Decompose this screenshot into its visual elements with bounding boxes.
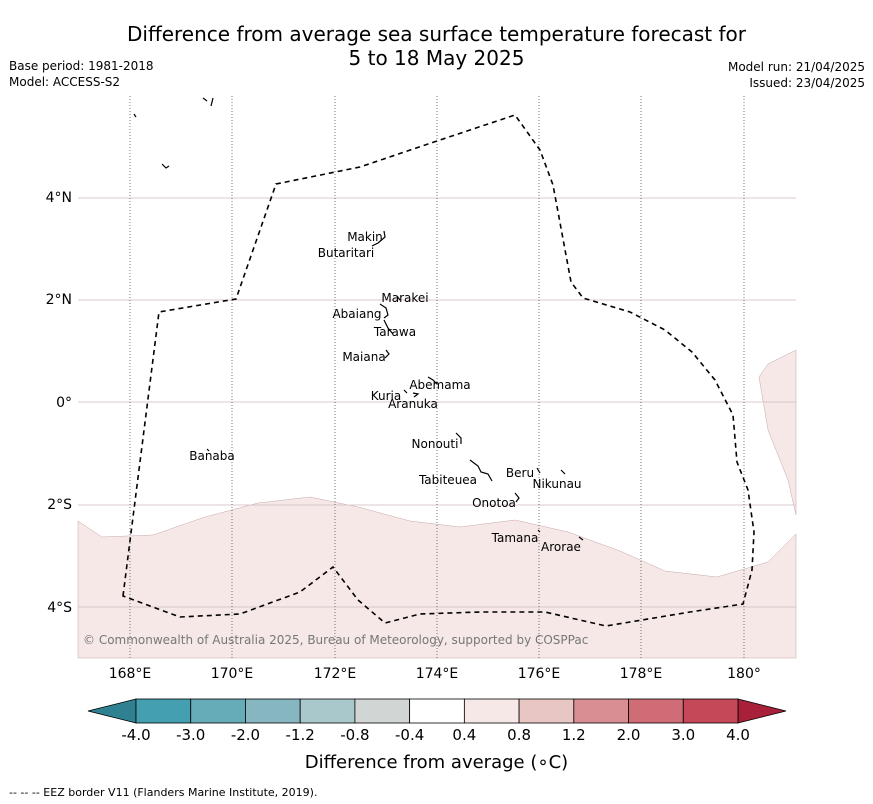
island-label-tarawa: Tarawa	[373, 325, 416, 339]
lat-label-2s: 2°S	[47, 497, 72, 513]
island-label-tamana: Tamana	[491, 531, 539, 545]
eez-border	[122, 114, 755, 627]
island-label-butaritari: Butaritari	[318, 246, 375, 260]
model-run: Model run: 21/04/2025	[727, 60, 865, 74]
base-period: Base period: 1981-2018	[9, 59, 154, 73]
island-label-abemama: Abemama	[409, 378, 470, 392]
meta-right: Model run: 21/04/2025 Issued: 23/04/2025	[728, 59, 865, 91]
colorbar-segment	[299, 698, 356, 724]
latitude-labels: 4°N 2°N 0° 2°S 4°S	[46, 190, 73, 616]
colorbar-tick-label: -2.0	[231, 726, 260, 744]
colorbar-tick-label: -3.0	[176, 726, 205, 744]
lon-label-180: 180°	[727, 666, 761, 682]
island-abemama-shape	[427, 376, 438, 385]
island-abaiang-shape	[379, 303, 389, 319]
colorbar-tick-label: 2.0	[617, 726, 641, 744]
colorbar-segment	[682, 698, 739, 724]
longitude-gridlines	[129, 96, 745, 658]
island-label-kuria: Kuria	[371, 389, 402, 403]
anomaly-region-south	[77, 496, 797, 659]
title-line-2: 5 to 18 May 2025	[348, 46, 525, 70]
title-line-1: Difference from average sea surface temp…	[126, 22, 746, 46]
lon-label-178e: 178°E	[620, 666, 663, 682]
colorbar-segment	[628, 698, 684, 724]
island-nikunau-shape	[560, 469, 566, 475]
island-label-maiana: Maiana	[342, 350, 385, 364]
colorbar-tick-label: -1.2	[286, 726, 315, 744]
island-onotoa-shape	[514, 492, 520, 503]
lon-label-170e: 170°E	[211, 666, 254, 682]
island-label-aranuka: Aranuka	[388, 397, 438, 411]
island-tarawa-shape	[383, 319, 394, 335]
island-label-tabiteuea: Tabiteuea	[418, 473, 477, 487]
island-tamana-shape	[537, 529, 541, 533]
lat-label-4s: 4°S	[47, 600, 72, 616]
island-maiana-shape	[384, 349, 390, 359]
copyright-text: © Commonwealth of Australia 2025, Bureau…	[83, 633, 588, 647]
island-north-1-shape	[202, 97, 208, 102]
colorbar: -4.0 -3.0 -2.0 -1.2 -0.8 -0.4 0.4 0.8 1.2 2.0 3.0 4…	[87, 698, 787, 744]
lon-label-176e: 176°E	[518, 666, 561, 682]
island-label-abaiang: Abaiang	[332, 307, 381, 321]
lon-label-168e: 168°E	[109, 666, 152, 682]
colorbar-tick-label: -0.4	[395, 726, 424, 744]
island-makin-shape	[371, 230, 386, 247]
island-label-nikunau: Nikunau	[532, 477, 581, 491]
lon-label-172e: 172°E	[314, 666, 357, 682]
colorbar-tick-label: 3.0	[671, 726, 695, 744]
map-title: Difference from average sea surface temp…	[0, 22, 873, 70]
eez-footnote: -- -- -- EEZ border V11 (Flanders Marine…	[9, 786, 318, 799]
island-label-marakei: Marakei	[381, 291, 428, 305]
island-marakei-shape	[396, 295, 401, 301]
island-arorae-shape	[578, 536, 584, 541]
lat-label-0: 0°	[56, 395, 72, 411]
island-banaba-shape	[206, 448, 210, 452]
island-label-makin: Makin	[347, 230, 383, 244]
island-label-onotoa: Onotoa	[472, 496, 516, 510]
colorbar-segment	[245, 698, 301, 724]
colorbar-tick-label: 4.0	[726, 726, 750, 744]
lon-label-174e: 174°E	[416, 666, 459, 682]
colorbar-under-arrow	[87, 698, 137, 724]
colorbar-tick-label: -0.8	[340, 726, 369, 744]
island-label-arorae: Arorae	[541, 540, 581, 554]
island-nonouti-shape	[455, 432, 462, 444]
colorbar-segment	[463, 698, 520, 724]
colorbar-tick-label: 0.4	[452, 726, 476, 744]
model-name: Model: ACCESS-S2	[9, 75, 121, 89]
colorbar-segment	[135, 698, 192, 724]
colorbar-tick-label: -4.0	[121, 726, 150, 744]
colorbar-segment	[518, 698, 575, 724]
colorbar-over-arrow	[737, 698, 787, 724]
island-north-3-shape	[133, 113, 137, 118]
anomaly-region-east	[758, 349, 797, 516]
island-labels: Makin Butaritari Marakei Abaiang Tarawa …	[189, 230, 581, 554]
colorbar-segment	[354, 698, 411, 724]
colorbar-tick-label: 1.2	[562, 726, 586, 744]
island-shapes	[133, 97, 584, 541]
island-tabiteuea-shape	[469, 459, 493, 482]
colorbar-segment	[409, 698, 465, 724]
island-label-banaba: Banaba	[189, 449, 235, 463]
island-label-nonouti: Nonouti	[412, 437, 459, 451]
longitude-labels: 168°E 170°E 172°E 174°E 176°E 178°E 180°	[109, 666, 761, 682]
island-north-4-shape	[161, 163, 170, 169]
colorbar-segment	[573, 698, 629, 724]
island-aranuka-shape	[412, 392, 420, 398]
island-north-2-shape	[210, 97, 214, 107]
island-kuria-shape	[403, 389, 408, 394]
colorbar-title: Difference from average (∘C)	[304, 752, 569, 773]
colorbar-segment	[190, 698, 246, 724]
island-label-beru: Beru	[506, 466, 534, 480]
lat-label-2n: 2°N	[46, 292, 72, 308]
colorbar-tick-label: 0.8	[507, 726, 531, 744]
meta-left: Base period: 1981-2018 Model: ACCESS-S2	[9, 58, 154, 90]
island-beru-shape	[536, 467, 541, 474]
issued-date: Issued: 23/04/2025	[749, 76, 865, 90]
lat-label-4n: 4°N	[46, 190, 72, 206]
